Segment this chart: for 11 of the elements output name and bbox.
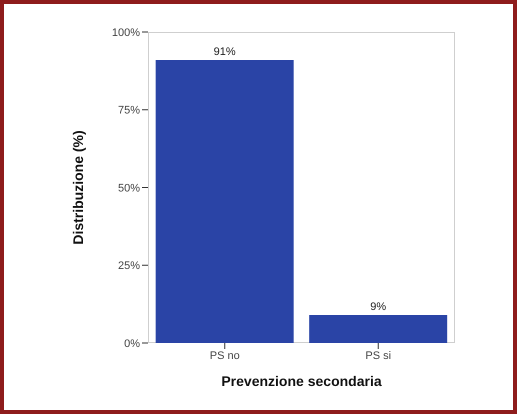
data-label: 9% [370, 301, 386, 314]
y-tick-label: 100% [112, 26, 140, 39]
y-tick-label: 25% [118, 260, 140, 272]
x-tick-label: PS si [365, 350, 392, 362]
data-label: 91% [214, 46, 236, 58]
y-axis-title: Distribuzione (%) [70, 130, 86, 245]
y-tick-label: 0% [124, 338, 140, 350]
y-tick-label: 75% [118, 104, 140, 117]
x-axis-title: Prevenzione secondaria [221, 373, 382, 389]
y-tick-label: 50% [118, 182, 140, 194]
x-tick-label: PS no [210, 350, 240, 362]
